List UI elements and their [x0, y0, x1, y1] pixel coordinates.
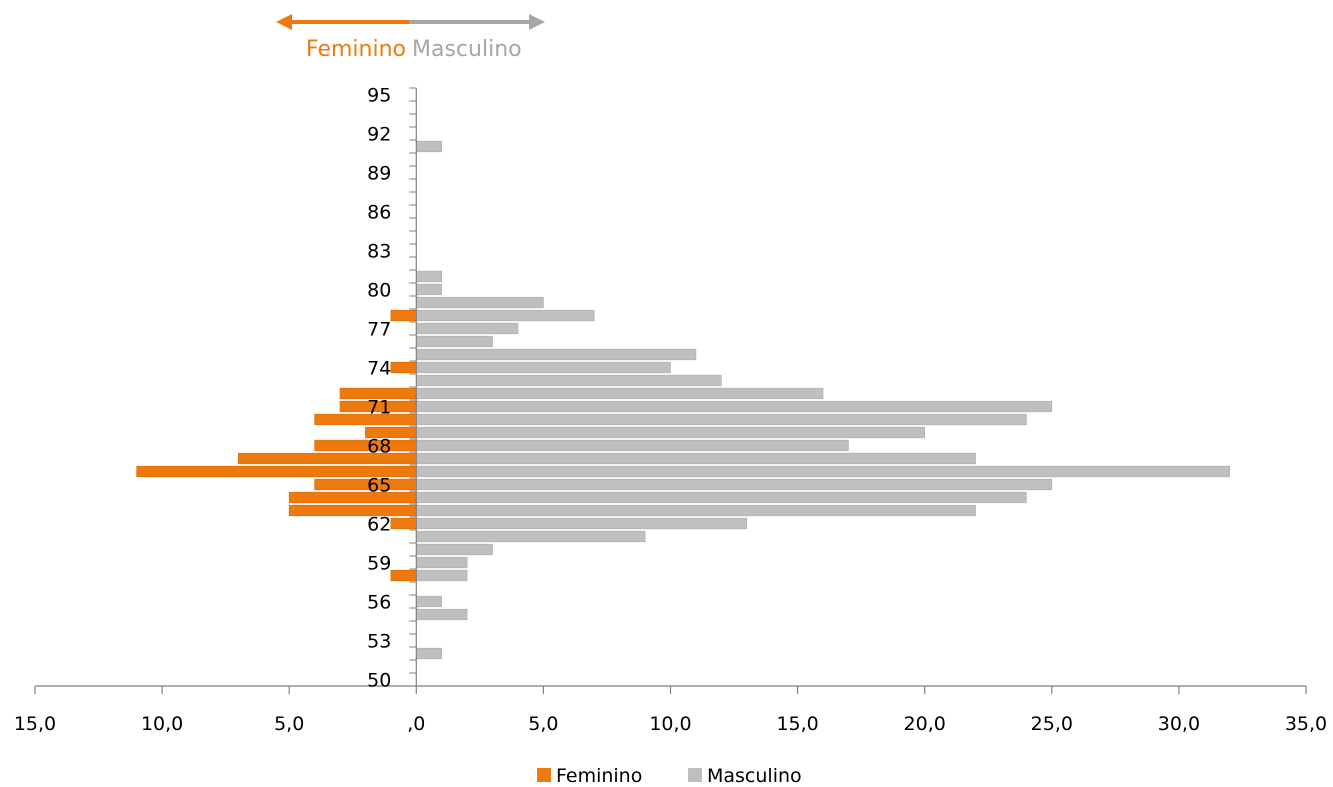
x-tick-label: 30,0	[1158, 713, 1200, 735]
bar-feminino-58	[390, 569, 417, 582]
y-tick-label: 83	[367, 241, 391, 263]
legend-swatch-feminino	[537, 768, 551, 782]
y-tick-label: 95	[367, 85, 391, 107]
x-tick-label: 10,0	[649, 713, 691, 735]
y-tick-label: 71	[367, 397, 391, 419]
legend-label-feminino: Feminino	[556, 765, 642, 787]
bar-masculino-64	[415, 491, 1027, 504]
bar-masculino-68	[415, 439, 849, 452]
bar-masculino-62	[415, 517, 748, 530]
y-tick-label: 77	[367, 319, 391, 341]
bar-masculino-76	[415, 335, 493, 348]
bar-masculino-65	[415, 478, 1053, 491]
legend: Feminino Masculino	[537, 765, 802, 787]
bar-feminino-78	[390, 309, 417, 322]
y-tick-label: 62	[367, 514, 391, 536]
header-male-label: Masculino	[412, 37, 522, 62]
x-tick-label: 5,0	[274, 713, 304, 735]
bar-masculino-56	[415, 595, 443, 608]
y-tick-label: 68	[367, 436, 391, 458]
bar-masculino-58	[415, 569, 468, 582]
bar-masculino-81	[415, 270, 443, 283]
bar-masculino-61	[415, 530, 646, 543]
bar-feminino-68	[314, 439, 417, 452]
bar-masculino-59	[415, 556, 468, 569]
y-tick-label: 86	[367, 202, 391, 224]
y-tick-label: 92	[367, 124, 391, 146]
x-tick-label: 35,0	[1285, 713, 1327, 735]
bar-masculino-75	[415, 348, 697, 361]
bar-feminino-64	[288, 491, 417, 504]
bar-masculino-55	[415, 608, 468, 621]
x-tick-label: 10,0	[141, 713, 183, 735]
header: Feminino Masculino	[276, 14, 545, 62]
male-arrow-head	[529, 14, 545, 30]
bar-masculino-69	[415, 426, 925, 439]
bar-masculino-79	[415, 296, 544, 309]
y-tick-label: 56	[367, 592, 391, 614]
bar-masculino-66	[415, 465, 1231, 478]
bar-masculino-78	[415, 309, 595, 322]
x-tick-label: 25,0	[1031, 713, 1073, 735]
legend-label-masculino: Masculino	[707, 765, 802, 787]
bar-feminino-65	[314, 478, 417, 491]
bar-feminino-70	[314, 413, 417, 426]
y-tick-label: 80	[367, 280, 391, 302]
bar-masculino-71	[415, 400, 1053, 413]
y-tick-label: 53	[367, 631, 391, 653]
bar-masculino-63	[415, 504, 976, 517]
bar-masculino-91	[415, 140, 443, 153]
y-tick-label: 74	[367, 358, 391, 380]
y-tick-label: 89	[367, 163, 391, 185]
female-arrow-head	[276, 14, 292, 30]
bar-masculino-80	[415, 283, 443, 296]
bar-masculino-73	[415, 374, 722, 387]
x-tick-label: ,0	[407, 713, 425, 735]
axes-group: 15,0 10,0 5,0 ,0 5,0 10,0 15,0 20,0 25,0 30,0 35,0…	[14, 85, 1327, 736]
bar-masculino-74	[415, 361, 671, 374]
bar-feminino-74	[390, 361, 417, 374]
bar-masculino-77	[415, 322, 519, 335]
bars-group	[136, 140, 1231, 660]
y-tick-label: 50	[367, 670, 391, 692]
legend-swatch-masculino	[688, 768, 702, 782]
bar-feminino-62	[390, 517, 417, 530]
bar-masculino-67	[415, 452, 976, 465]
bar-masculino-60	[415, 543, 493, 556]
x-tick-label: 15,0	[14, 713, 56, 735]
x-tick-label: 15,0	[776, 713, 818, 735]
y-tick-label: 59	[367, 553, 391, 575]
bar-masculino-70	[415, 413, 1027, 426]
y-tick-label: 65	[367, 475, 391, 497]
bar-masculino-52	[415, 647, 443, 660]
header-female-label: Feminino	[306, 37, 406, 62]
bar-masculino-72	[415, 387, 824, 400]
x-tick-label: 20,0	[904, 713, 946, 735]
x-tick-label: 5,0	[528, 713, 558, 735]
bar-feminino-63	[288, 504, 417, 517]
